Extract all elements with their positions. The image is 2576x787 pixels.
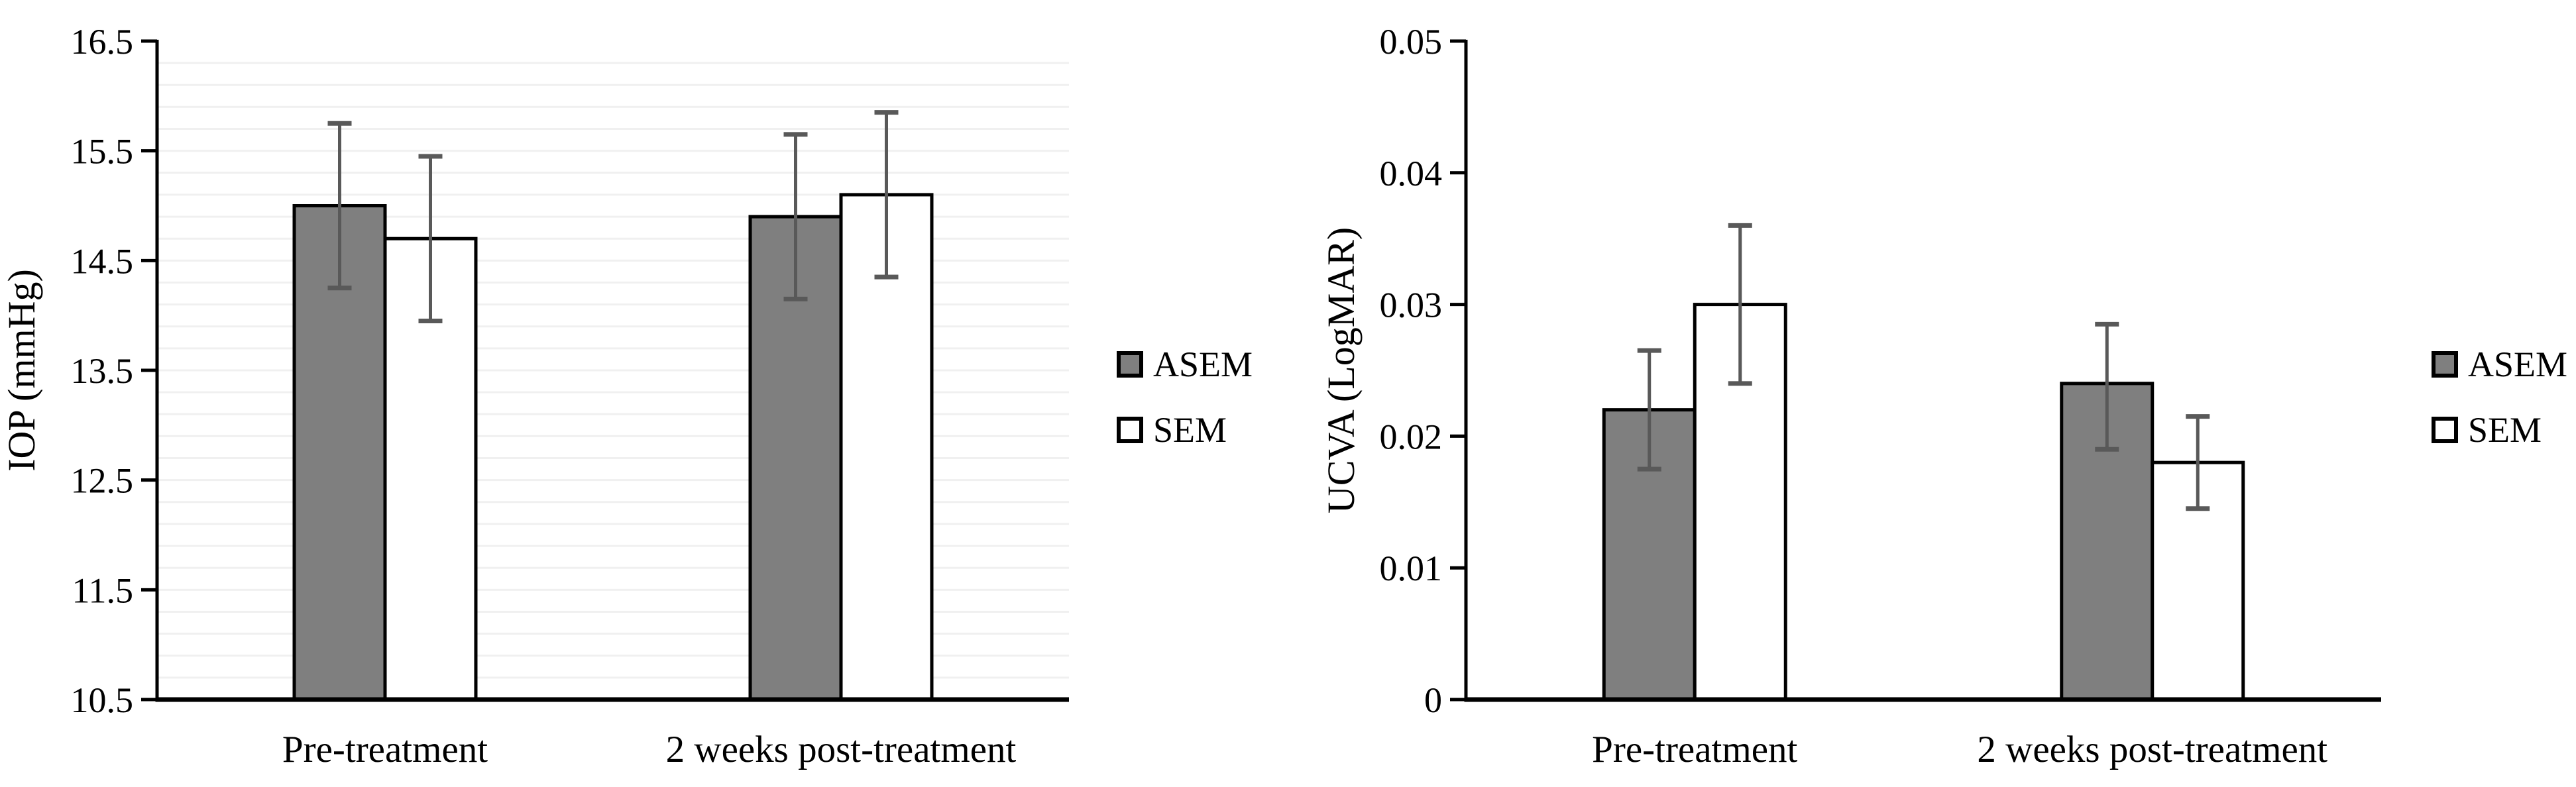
category-label-pre-treatment: Pre-treatment bbox=[1592, 729, 1797, 770]
y-tick-label: 0.03 bbox=[1380, 286, 1443, 325]
legend-swatch-asem bbox=[2432, 351, 2458, 378]
legend-swatch-sem bbox=[1117, 417, 1143, 443]
category-label-2-weeks-post-treatment: 2 weeks post-treatment bbox=[666, 729, 1017, 770]
error-bar-asem-pre-treatment bbox=[327, 121, 352, 291]
error-bar-asem-2-weeks-post-treatment bbox=[783, 132, 808, 301]
error-bar-sem-pre-treatment bbox=[418, 154, 443, 323]
y-tick-label: 0.04 bbox=[1380, 154, 1443, 193]
y-tick-label: 0.01 bbox=[1380, 549, 1443, 588]
error-bar-asem-pre-treatment bbox=[1637, 348, 1661, 472]
error-bar-asem-2-weeks-post-treatment bbox=[2095, 321, 2119, 452]
legend-label-sem: SEM bbox=[1153, 410, 1227, 450]
legend-label-sem: SEM bbox=[2468, 410, 2542, 450]
y-tick-label: 13.5 bbox=[71, 351, 134, 391]
error-bar-sem-2-weeks-post-treatment bbox=[2186, 414, 2210, 511]
y-tick-label: 0.02 bbox=[1380, 417, 1443, 456]
y-tick-label: 0.05 bbox=[1380, 22, 1443, 62]
y-tick-label: 12.5 bbox=[71, 461, 134, 501]
y-axis-title: IOP (mmHg) bbox=[0, 269, 43, 472]
y-tick-label: 15.5 bbox=[71, 132, 134, 172]
y-axis-title: UCVA (LogMAR) bbox=[1319, 227, 1363, 513]
y-tick-label: 11.5 bbox=[72, 570, 134, 610]
iop-chart: 16.5 15.5 14.5 13.5 12.5 11.5 10.5 IOP (mmHg) Pr… bbox=[0, 22, 1253, 770]
y-tick-label: 10.5 bbox=[71, 680, 134, 720]
category-label-2-weeks-post-treatment: 2 weeks post-treatment bbox=[1977, 729, 2327, 770]
legend-swatch-asem bbox=[1117, 351, 1143, 378]
y-tick-label: 0 bbox=[1424, 680, 1442, 720]
error-bar-sem-pre-treatment bbox=[1728, 223, 1752, 386]
legend-label-asem: ASEM bbox=[2468, 344, 2567, 384]
error-bar-sem-2-weeks-post-treatment bbox=[874, 110, 899, 280]
legend-label-asem: ASEM bbox=[1153, 344, 1253, 384]
category-label-pre-treatment: Pre-treatment bbox=[282, 729, 488, 770]
y-tick-label: 14.5 bbox=[71, 241, 134, 281]
ucva-chart: 0.05 0.04 0.03 0.02 0.01 0 UCVA (LogMAR) Pre-tr… bbox=[1319, 22, 2567, 770]
legend-swatch-sem bbox=[2432, 417, 2458, 443]
y-tick-label: 16.5 bbox=[71, 22, 134, 62]
